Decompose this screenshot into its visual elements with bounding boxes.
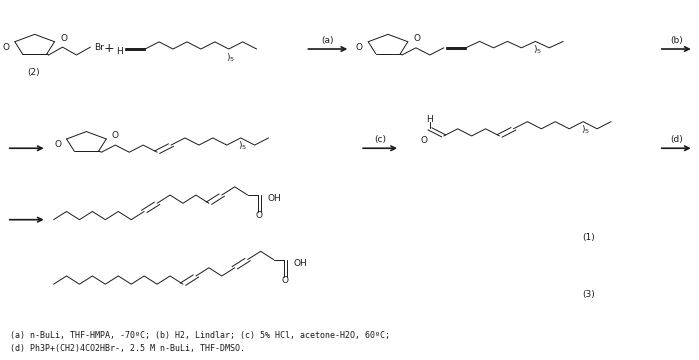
Text: (d): (d) (670, 135, 683, 144)
Text: (1): (1) (583, 233, 596, 242)
Text: OH: OH (294, 258, 308, 267)
Text: O: O (2, 43, 9, 52)
Text: )$_5$: )$_5$ (226, 52, 236, 64)
Text: H: H (426, 115, 433, 124)
Text: (a) n-BuLi, THF-HMPA, -70ºC; (b) H2, Lindlar; (c) 5% HCl, acetone-H2O, 60ºC;: (a) n-BuLi, THF-HMPA, -70ºC; (b) H2, Lin… (10, 331, 390, 340)
Text: O: O (112, 131, 119, 140)
Text: O: O (356, 43, 363, 52)
Text: (c): (c) (374, 135, 386, 144)
Text: (a): (a) (322, 36, 334, 45)
Text: )$_5$: )$_5$ (238, 140, 247, 152)
Text: (b): (b) (670, 36, 683, 45)
Text: O: O (413, 33, 420, 42)
Text: (d) Ph3P+(CH2)4CO2HBr-, 2.5 M n-BuLi, THF-DMSO.: (d) Ph3P+(CH2)4CO2HBr-, 2.5 M n-BuLi, TH… (10, 344, 245, 353)
Text: (2): (2) (27, 68, 40, 77)
Text: O: O (421, 136, 428, 145)
Text: O: O (255, 211, 262, 220)
Text: O: O (281, 276, 288, 285)
Text: )$_5$: )$_5$ (533, 43, 542, 55)
Text: OH: OH (268, 194, 281, 203)
Text: Br: Br (94, 42, 104, 51)
Text: )$_5$: )$_5$ (581, 123, 590, 136)
Text: +: + (104, 41, 115, 54)
Text: (3): (3) (583, 289, 596, 298)
Text: O: O (60, 33, 67, 42)
Text: O: O (54, 140, 61, 149)
Text: H: H (117, 46, 123, 55)
